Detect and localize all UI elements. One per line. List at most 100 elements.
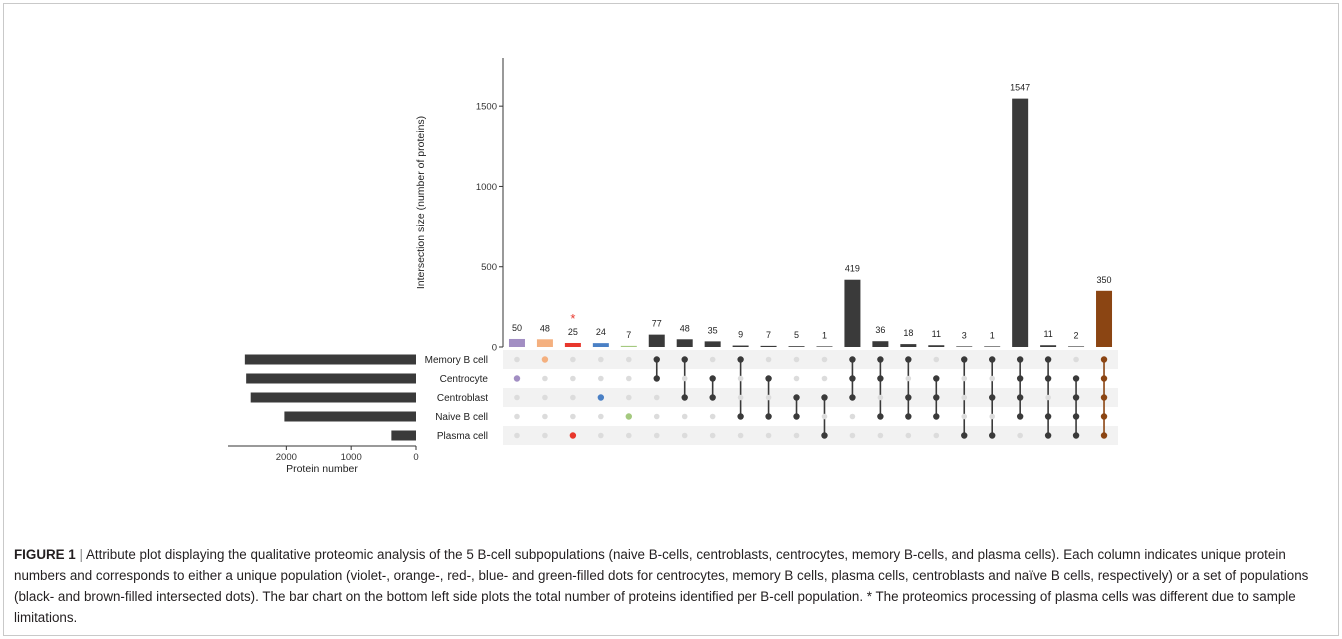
intersection-bar	[816, 346, 833, 347]
matrix-dot-active	[1044, 375, 1052, 382]
intersection-bar	[1040, 345, 1057, 347]
matrix-dot-active	[1100, 356, 1108, 363]
set-size-bar	[246, 373, 416, 384]
figure-label: FIGURE 1	[14, 547, 76, 562]
matrix-dot-inactive	[709, 432, 716, 439]
intersection-bar	[900, 344, 917, 347]
caption-separator: |	[79, 547, 83, 562]
matrix-dot-active	[1016, 394, 1024, 401]
matrix-dot-inactive	[570, 375, 576, 382]
matrix-dot-inactive	[598, 432, 604, 439]
intersection-size-label: 1547	[1010, 83, 1030, 93]
matrix-dot-active	[765, 413, 772, 420]
matrix-dot-active	[737, 356, 744, 363]
matrix-dot-active	[905, 413, 912, 420]
y-tick-label: 0	[492, 343, 497, 354]
matrix-dot-inactive	[961, 375, 968, 382]
set-size-tick-label: 2000	[276, 452, 297, 463]
matrix-dot-inactive	[765, 394, 772, 401]
matrix-dot-active	[1044, 432, 1052, 439]
matrix-dot-active	[513, 375, 521, 382]
matrix-dot-active	[849, 375, 856, 382]
matrix-dot-inactive	[961, 394, 968, 401]
matrix-dot-inactive	[625, 375, 632, 382]
matrix-dot-inactive	[653, 432, 660, 439]
intersection-bar	[984, 346, 1001, 347]
matrix-dot-inactive	[1045, 394, 1051, 401]
matrix-dot-inactive	[737, 375, 744, 382]
intersection-bar	[928, 345, 945, 347]
matrix-dot-inactive	[793, 356, 800, 363]
set-size-bar	[284, 411, 416, 422]
matrix-dot-inactive	[821, 413, 828, 420]
intersection-size-label: 5	[794, 330, 799, 340]
matrix-dot-inactive	[542, 432, 548, 439]
set-size-bar	[391, 430, 416, 441]
intersection-bar	[676, 339, 693, 347]
matrix-dot-inactive	[821, 375, 828, 382]
intersection-size-label: 11	[932, 329, 941, 339]
intersection-size-label: 1	[822, 330, 827, 340]
matrix-dot-inactive	[1017, 432, 1023, 439]
figure-frame	[3, 3, 1339, 636]
y-tick-label: 1000	[476, 182, 497, 193]
matrix-dot-inactive	[653, 394, 660, 401]
matrix-dot-active	[653, 375, 660, 382]
matrix-dot-inactive	[570, 356, 576, 363]
set-name-label: Memory B cell	[425, 355, 488, 366]
matrix-dot-inactive	[849, 413, 856, 420]
intersection-size-label: 1	[990, 330, 995, 340]
matrix-dot-active	[653, 356, 660, 363]
intersection-bar	[760, 345, 777, 347]
intersection-bar	[844, 279, 861, 347]
matrix-dot-inactive	[877, 394, 884, 401]
matrix-dot-active	[1072, 375, 1080, 382]
matrix-dot-active	[541, 356, 549, 363]
matrix-dot-active	[877, 375, 884, 382]
matrix-dot-active	[1072, 432, 1080, 439]
matrix-dot-inactive	[570, 413, 576, 420]
set-name-label: Centrocyte	[440, 374, 489, 385]
matrix-dot-inactive	[598, 413, 604, 420]
intersection-size-label: 48	[540, 323, 550, 333]
matrix-dot-inactive	[905, 432, 912, 439]
matrix-dot-active	[989, 394, 996, 401]
matrix-dot-inactive	[625, 432, 632, 439]
matrix-dot-active	[765, 375, 772, 382]
matrix-dot-active	[961, 432, 968, 439]
matrix-dot-active	[1100, 394, 1108, 401]
matrix-dot-active	[989, 356, 996, 363]
intersection-size-label: 25	[568, 327, 578, 337]
intersection-size-label: 48	[680, 323, 690, 333]
intersection-size-label: 350	[1097, 275, 1112, 285]
matrix-dot-inactive	[961, 413, 968, 420]
matrix-dot-active	[681, 356, 688, 363]
matrix-dot-inactive	[989, 375, 996, 382]
matrix-dot-inactive	[737, 432, 744, 439]
matrix-dot-inactive	[514, 394, 520, 401]
matrix-dot-active	[737, 413, 744, 420]
matrix-dot-active	[821, 432, 828, 439]
matrix-dot-inactive	[849, 432, 856, 439]
intersection-size-label: 24	[596, 327, 606, 337]
matrix-dot-active	[793, 394, 800, 401]
matrix-dot-inactive	[905, 375, 912, 382]
matrix-dot-inactive	[681, 432, 688, 439]
matrix-dot-inactive	[765, 356, 772, 363]
intersection-size-label: 3	[962, 330, 967, 340]
set-name-label: Plasma cell	[437, 431, 488, 442]
matrix-dot-active	[709, 375, 716, 382]
intersection-bar	[620, 345, 637, 347]
intersection-bar	[956, 346, 973, 347]
matrix-dot-inactive	[681, 375, 688, 382]
intersection-bar	[732, 345, 749, 347]
matrix-dot-inactive	[542, 394, 548, 401]
matrix-dot-active	[709, 394, 716, 401]
matrix-dot-inactive	[877, 432, 884, 439]
matrix-dot-inactive	[1073, 356, 1079, 363]
matrix-dot-active	[961, 356, 968, 363]
intersection-bar	[1068, 346, 1085, 347]
intersection-bar	[592, 343, 609, 347]
matrix-row-stripe	[503, 350, 1118, 369]
intersection-bar	[564, 342, 581, 347]
